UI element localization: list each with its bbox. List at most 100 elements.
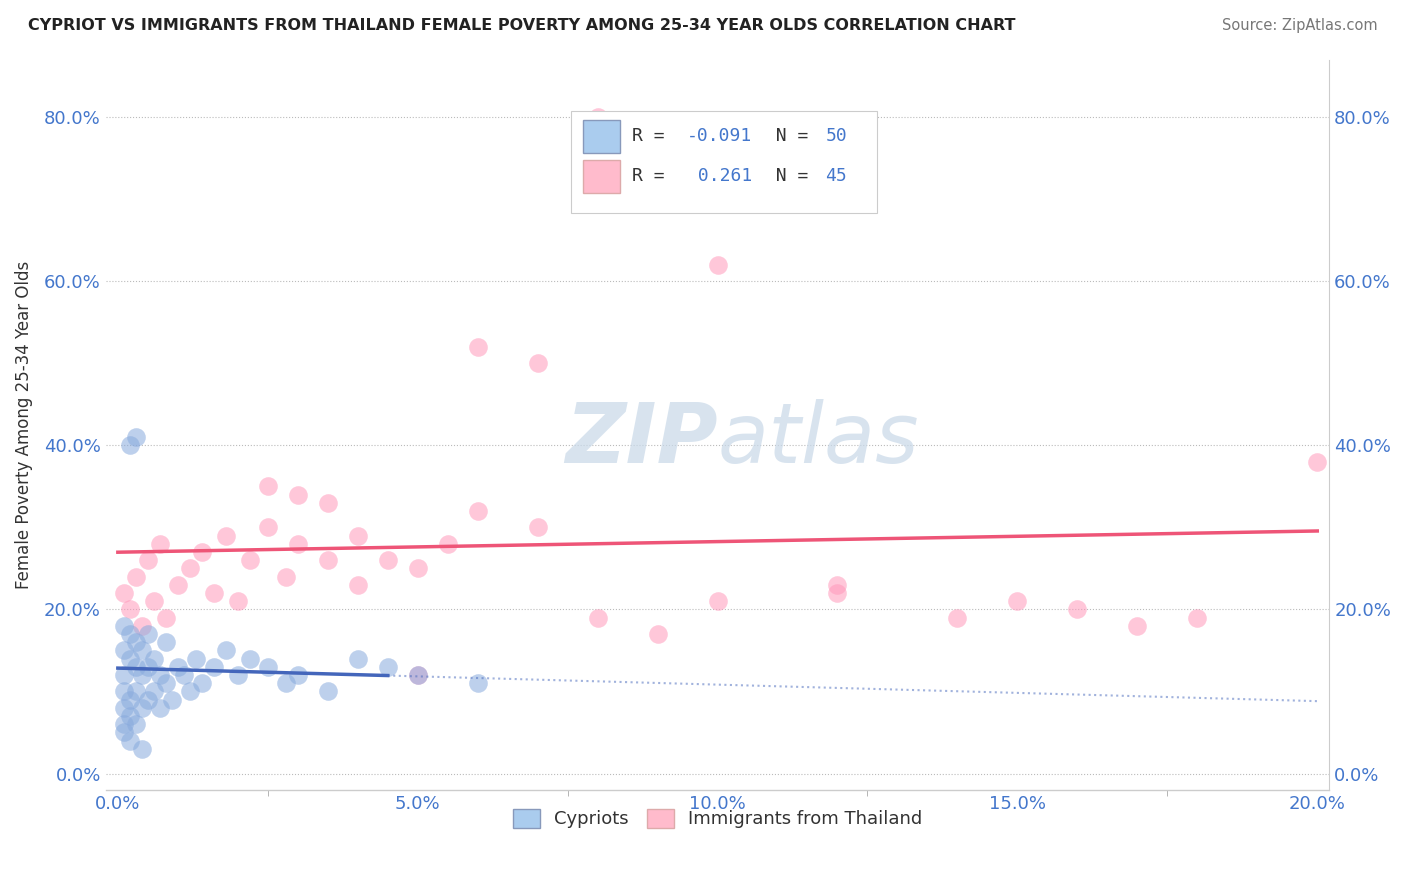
Point	[118, 692, 141, 706]
Point	[526, 356, 548, 370]
Point	[125, 635, 148, 649]
Point	[118, 438, 141, 452]
Point	[1306, 455, 1329, 469]
Point	[287, 487, 309, 501]
Point	[131, 701, 153, 715]
Point	[406, 668, 429, 682]
FancyBboxPatch shape	[583, 120, 620, 153]
Point	[215, 643, 238, 657]
Text: R =: R =	[631, 168, 675, 186]
Point	[586, 110, 609, 124]
Point	[112, 701, 135, 715]
Point	[136, 692, 159, 706]
Text: R =: R =	[631, 128, 675, 145]
Point	[287, 668, 309, 682]
Point	[112, 725, 135, 739]
Point	[155, 676, 177, 690]
Point	[526, 520, 548, 534]
Point	[160, 692, 183, 706]
Point	[239, 553, 262, 567]
Point	[436, 537, 458, 551]
Point	[112, 586, 135, 600]
Text: ZIP: ZIP	[565, 399, 717, 480]
Point	[215, 528, 238, 542]
Point	[239, 651, 262, 665]
Point	[173, 668, 195, 682]
Point	[316, 553, 339, 567]
Point	[467, 340, 489, 354]
Point	[125, 569, 148, 583]
Point	[166, 578, 188, 592]
Point	[191, 545, 214, 559]
Point	[827, 586, 849, 600]
Point	[125, 717, 148, 731]
Point	[142, 684, 165, 698]
Point	[377, 660, 399, 674]
Point	[118, 651, 141, 665]
Point	[118, 733, 141, 747]
Point	[149, 537, 172, 551]
Point	[467, 676, 489, 690]
Point	[149, 668, 172, 682]
Point	[1066, 602, 1088, 616]
Point	[202, 586, 225, 600]
Point	[184, 651, 207, 665]
Point	[406, 668, 429, 682]
Point	[316, 496, 339, 510]
Point	[131, 643, 153, 657]
Point	[202, 660, 225, 674]
Point	[706, 258, 728, 272]
Point	[112, 619, 135, 633]
Point	[125, 660, 148, 674]
Point	[166, 660, 188, 674]
Point	[112, 684, 135, 698]
Point	[946, 610, 969, 624]
Point	[827, 578, 849, 592]
Point	[112, 643, 135, 657]
Point	[149, 701, 172, 715]
Text: CYPRIOT VS IMMIGRANTS FROM THAILAND FEMALE POVERTY AMONG 25-34 YEAR OLDS CORRELA: CYPRIOT VS IMMIGRANTS FROM THAILAND FEMA…	[28, 18, 1015, 33]
Point	[226, 594, 249, 608]
FancyBboxPatch shape	[583, 160, 620, 193]
Point	[346, 528, 368, 542]
Point	[287, 537, 309, 551]
Point	[1007, 594, 1029, 608]
Point	[142, 594, 165, 608]
Point	[179, 684, 201, 698]
Point	[1187, 610, 1209, 624]
Text: 45: 45	[825, 168, 846, 186]
Point	[142, 651, 165, 665]
Point	[586, 610, 609, 624]
Text: 0.261: 0.261	[688, 168, 752, 186]
Point	[136, 553, 159, 567]
Y-axis label: Female Poverty Among 25-34 Year Olds: Female Poverty Among 25-34 Year Olds	[15, 260, 32, 589]
Point	[377, 553, 399, 567]
Point	[112, 668, 135, 682]
Text: N =: N =	[754, 168, 820, 186]
Point	[274, 569, 297, 583]
Point	[118, 602, 141, 616]
Point	[131, 619, 153, 633]
Point	[346, 578, 368, 592]
Point	[1126, 619, 1149, 633]
Point	[346, 651, 368, 665]
Point	[406, 561, 429, 575]
Point	[112, 717, 135, 731]
Point	[155, 610, 177, 624]
Text: -0.091: -0.091	[688, 128, 752, 145]
Text: Source: ZipAtlas.com: Source: ZipAtlas.com	[1222, 18, 1378, 33]
Point	[131, 742, 153, 756]
Point	[136, 627, 159, 641]
Point	[125, 430, 148, 444]
Point	[118, 627, 141, 641]
Point	[256, 660, 278, 674]
Point	[179, 561, 201, 575]
Point	[467, 504, 489, 518]
Point	[155, 635, 177, 649]
Point	[136, 660, 159, 674]
FancyBboxPatch shape	[571, 111, 876, 213]
Text: 50: 50	[825, 128, 846, 145]
Point	[256, 479, 278, 493]
Text: atlas: atlas	[717, 399, 920, 480]
Point	[191, 676, 214, 690]
